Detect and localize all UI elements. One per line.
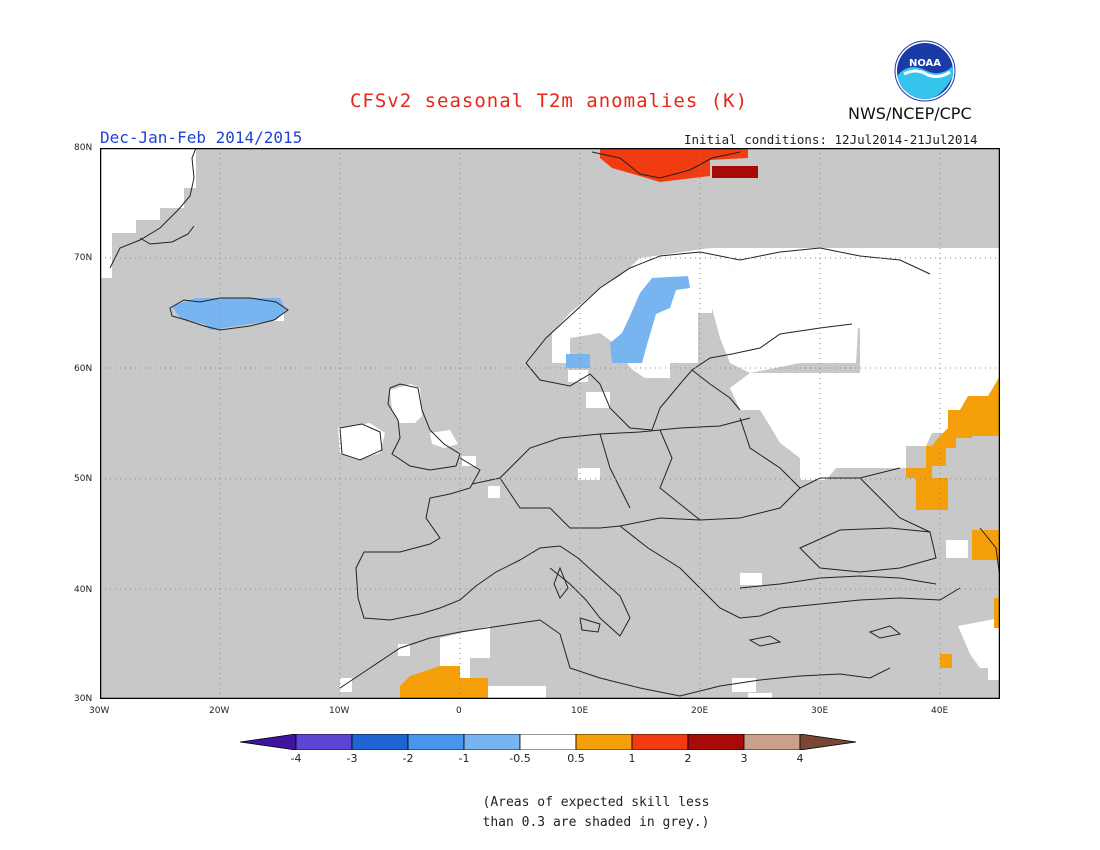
color-bar-cell [407,734,465,750]
anomaly-map [100,148,1000,699]
color-bar-label: -1 [458,752,470,765]
lon-tick-20e: 20E [691,706,709,716]
color-bar-min-arrow [240,734,297,750]
svalbard-anomaly [600,148,758,182]
lat-tick-70n: 70N [74,253,93,263]
lat-tick-50n: 50N [74,474,93,484]
negative-anomaly-patches [172,276,690,368]
lat-tick-30n: 30N [74,694,93,704]
skill-note-line-2: than 0.3 are shaded in grey.) [482,815,710,830]
season-label: Dec-Jan-Feb 2014/2015 [100,128,303,147]
color-bar-cell [575,734,633,750]
graticule [100,148,1000,699]
color-bar-cell [295,734,353,750]
color-bar-cell [351,734,409,750]
lon-tick-10w: 10W [329,706,350,716]
initial-conditions-label: Initial conditions: 12Jul2014-21Jul2014 [684,132,978,147]
color-bar-label: -2 [402,752,414,765]
color-bar-cell [687,734,745,750]
color-bar-label: -0.5 [509,752,531,765]
lat-tick-40n: 40N [74,585,93,595]
skill-note-line-1: (Areas of expected skill less [482,795,710,810]
color-bar-cell [463,734,521,750]
lat-tick-60n: 60N [74,364,93,374]
color-bar-label: 2 [684,752,692,765]
color-bar-cell [743,734,801,750]
lon-tick-30w: 30W [89,706,110,716]
color-bar [240,734,857,750]
lon-tick-30e: 30E [811,706,829,716]
lon-tick-20w: 20W [209,706,230,716]
lon-tick-0: 0 [456,706,462,716]
color-bar-label: -3 [346,752,358,765]
color-bar-label: 4 [796,752,804,765]
color-bar-cell [631,734,689,750]
coastlines-borders [109,148,1000,697]
skill-note: (Areas of expected skill less than 0.3 a… [0,793,1100,833]
color-bar-label: 0.5 [567,752,585,765]
color-bar-label: -4 [290,752,302,765]
lon-tick-10e: 10E [571,706,589,716]
map-frame [100,148,1000,699]
color-bar-label: 1 [628,752,636,765]
color-bar-max-arrow [799,734,857,750]
agency-label: NWS/NCEP/CPC [848,104,972,123]
color-bar-cell [519,734,577,750]
color-bar-label: 3 [740,752,748,765]
logo-text: NOAA [909,58,941,69]
positive-anomaly-patches [400,376,1000,699]
chart-title: CFSv2 seasonal T2m anomalies (K) [349,90,749,112]
noaa-logo: NOAA [894,40,956,102]
lat-tick-80n: 80N [74,143,93,153]
lon-tick-40e: 40E [931,706,949,716]
